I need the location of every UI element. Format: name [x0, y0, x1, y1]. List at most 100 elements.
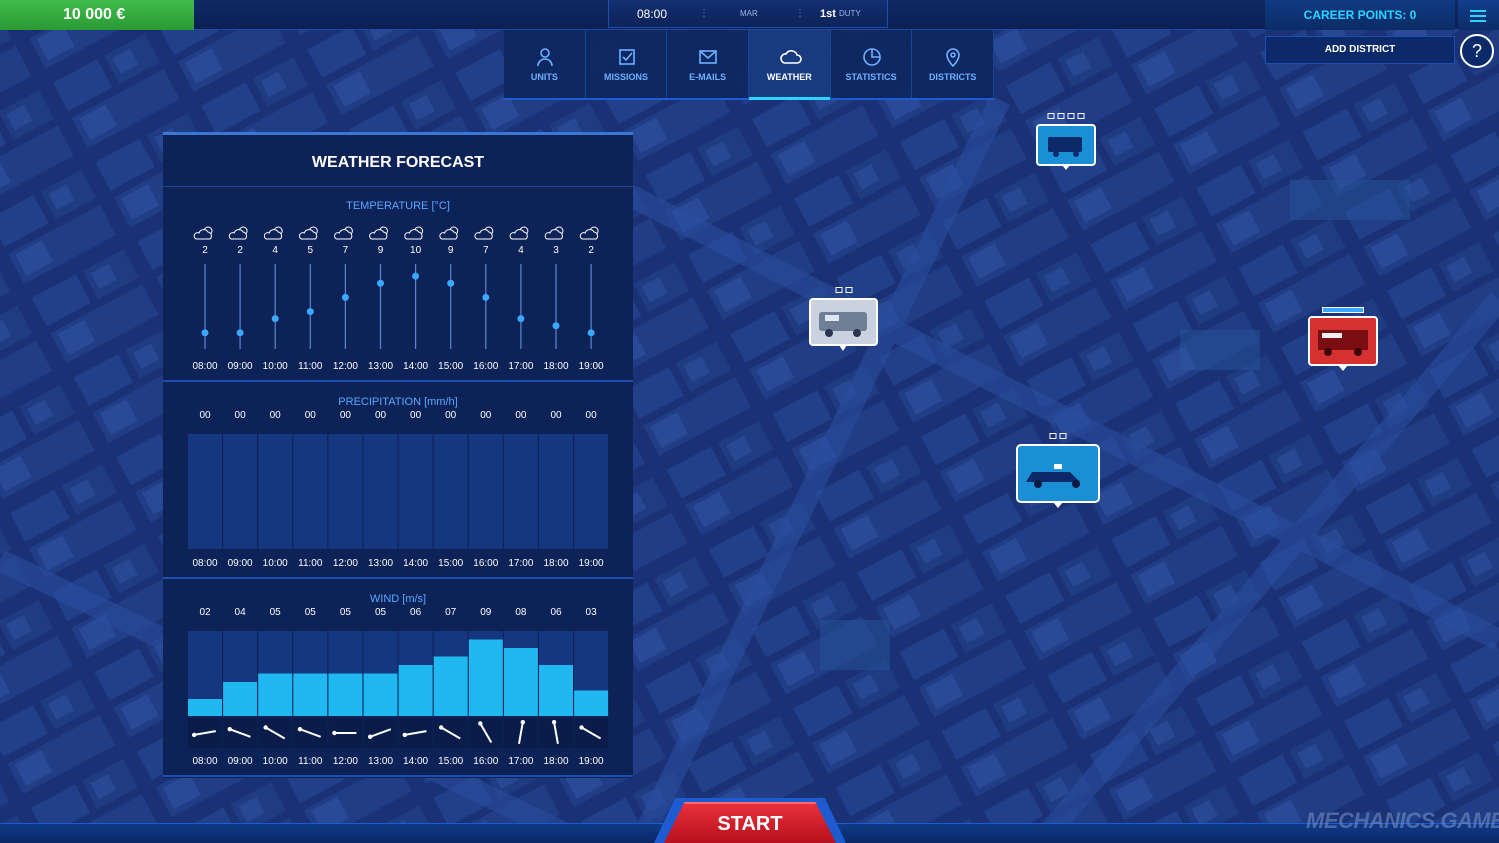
temperature-point: [517, 315, 525, 323]
weekday-label: MAR: [740, 9, 758, 18]
temperature-value: 9: [448, 245, 454, 256]
time-label: 19:00: [579, 558, 604, 569]
wind-title: WIND [m/s]: [369, 593, 427, 605]
temperature-title: TEMPERATURE [°C]: [346, 200, 450, 212]
location-pin-icon: [946, 48, 961, 67]
time-label: 13:00: [368, 361, 393, 372]
van-icon: [809, 298, 878, 351]
wind-direction-arrow-icon: [297, 727, 321, 738]
tab-missions[interactable]: MISSIONS: [586, 30, 668, 98]
wind-value: 04: [235, 607, 247, 618]
time-label: 09:00: [228, 756, 253, 767]
wind-direction-arrow-icon: [518, 719, 526, 745]
partly-cloudy-icon: [509, 226, 529, 240]
time-label: 09:00: [228, 558, 253, 569]
precipitation-value: 00: [375, 410, 387, 421]
time-label: 14:00: [403, 756, 428, 767]
tab-units[interactable]: UNITS: [504, 30, 586, 98]
pie-chart-icon: [862, 48, 881, 66]
duty-number: 1st: [820, 7, 836, 20]
wind-bar: [433, 656, 468, 716]
wind-direction-arrow-icon: [438, 725, 461, 740]
wind-bar: [468, 639, 503, 716]
wind-value: 06: [410, 607, 422, 618]
wind-value: 05: [305, 607, 317, 618]
marker-transport-van[interactable]: [809, 287, 878, 361]
temperature-point: [377, 279, 384, 287]
wind-direction-arrow-icon: [191, 730, 217, 738]
separator: ⋮: [795, 8, 805, 19]
temperature-point: [412, 272, 420, 280]
tab-districts[interactable]: DISTRICTS: [912, 30, 995, 98]
main-nav: UNITS MISSIONS E-MAILS WEATHER STATISTIC…: [504, 30, 995, 100]
precipitation-column: [503, 434, 538, 549]
time-label: 16:00: [473, 361, 498, 372]
clock-display: 08:00 ⋮ MAR ⋮ 1st DUTY: [608, 0, 888, 28]
wind-section: WIND [m/s] 02 08:00 04 09:00 05 10:00 05 11:00 0…: [163, 579, 633, 777]
time-label: 09:00: [228, 361, 253, 372]
time-label: 16:00: [473, 756, 498, 767]
wind-direction-arrow-icon: [332, 730, 357, 736]
wind-value: 08: [515, 607, 527, 618]
temperature-point: [447, 279, 455, 287]
time-label: 11:00: [298, 558, 323, 569]
time-label: 10:00: [263, 558, 288, 569]
wind-direction-arrow-icon: [402, 730, 427, 738]
tab-statistics[interactable]: STATISTICS: [831, 30, 913, 98]
money-display: 10 000 €: [0, 0, 194, 30]
menu-icon-line: [1470, 15, 1486, 17]
wind-chart: 02 08:00 04 09:00 05 10:00 05 11:00 05 12:00 05 13:…: [188, 607, 609, 767]
help-button[interactable]: ?: [1460, 34, 1494, 68]
weather-forecast-panel: WEATHER FORECAST TEMPERATURE [°C] 2 08:00…: [163, 132, 633, 778]
wind-bar: [188, 699, 222, 716]
wind-bar: [328, 673, 363, 716]
wind-direction-arrow-icon: [367, 728, 392, 739]
menu-icon-line: [1470, 10, 1486, 12]
tab-emails[interactable]: E-MAILS: [667, 30, 750, 98]
start-button[interactable]: START: [664, 802, 836, 843]
cloud-icon: [780, 50, 802, 64]
tab-label: UNITS: [530, 72, 558, 82]
temperature-value: 7: [483, 245, 489, 256]
time-label: 13:00: [368, 756, 393, 767]
menu-icon-line: [1470, 20, 1486, 22]
temperature-value: 10: [410, 245, 422, 256]
tab-weather[interactable]: WEATHER: [749, 30, 831, 100]
precipitation-column: [574, 434, 609, 549]
wind-direction-arrow-icon: [227, 727, 251, 738]
temperature-point: [552, 322, 560, 330]
career-points: CAREER POINTS: 0: [1265, 0, 1455, 30]
unit-status-bar: [1322, 307, 1364, 313]
add-district-button[interactable]: ADD DISTRICT: [1265, 36, 1455, 64]
time-label: 18:00: [543, 361, 568, 372]
wind-direction-arrow-icon: [579, 725, 602, 740]
wind-value: 03: [586, 607, 598, 618]
temperature-point: [587, 329, 595, 337]
time-label: 12:00: [333, 756, 358, 767]
duty-label: DUTY: [839, 9, 861, 18]
wind-value: 06: [550, 607, 562, 618]
precipitation-column: [258, 434, 293, 549]
unit-slots: [1049, 433, 1067, 439]
precipitation-value: 00: [550, 410, 562, 421]
van-icon: [1036, 124, 1096, 170]
separator: ⋮: [699, 8, 709, 19]
police-car-icon: [1016, 444, 1100, 508]
precipitation-column: [433, 434, 468, 549]
fire-truck-icon: [1308, 316, 1378, 371]
marker-ambulance-van[interactable]: [1036, 113, 1096, 175]
temperature-value: 3: [553, 245, 559, 256]
time-label: 14:00: [403, 361, 428, 372]
time-label: 15:00: [438, 756, 463, 767]
precipitation-value: 00: [305, 410, 317, 421]
wind-value: 05: [375, 607, 387, 618]
precipitation-column: [363, 434, 398, 549]
time-label: 10:00: [263, 756, 288, 767]
temperature-value: 2: [202, 245, 208, 256]
marker-police-car[interactable]: [1016, 433, 1100, 515]
time-label: 13:00: [368, 558, 393, 569]
precipitation-column: [398, 434, 433, 549]
hamburger-menu-button[interactable]: [1458, 0, 1499, 30]
time-label: 08:00: [192, 558, 217, 569]
temperature-point: [306, 308, 314, 316]
